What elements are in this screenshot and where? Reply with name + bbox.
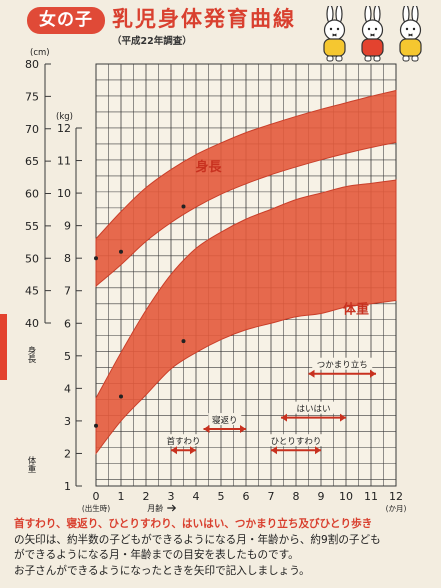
x-tick-label: 3 xyxy=(168,490,175,503)
x-zero-note: (出生時) xyxy=(82,503,110,513)
weight-tick-label: 3 xyxy=(64,415,71,428)
height-axis-label: 身長 xyxy=(26,345,36,364)
height-tick-label: 80 xyxy=(25,58,39,71)
series-label-weight: 体重 xyxy=(343,302,369,318)
milestone-label: はいはい xyxy=(296,405,330,415)
weight-tick-label: 4 xyxy=(64,382,71,395)
caption-highlight: 首すわり、寝返り、ひとりすわり、はいはい、つかまり立ち及びひとり歩き xyxy=(14,518,373,530)
milestone-arrowhead-left-icon xyxy=(281,413,287,422)
x-tick-label: 2 xyxy=(143,490,150,503)
caption-line-2: の矢印は、約半数の子どもができるようになる月・年齢から、約9割の子ども xyxy=(14,533,381,546)
milestone-arrowhead-right-icon xyxy=(340,413,346,422)
growth-chart: 807570656055504540(cm)身長121110987654321(… xyxy=(25,48,406,513)
weight-tick-label: 11 xyxy=(57,155,71,168)
page-title: 乳児身体発育曲線 xyxy=(112,7,296,31)
x-tick-label: 4 xyxy=(193,490,200,503)
milestone-arrowhead-right-icon xyxy=(190,446,196,455)
x-tick-label: 6 xyxy=(243,490,250,503)
height-unit-label: (cm) xyxy=(30,48,50,58)
series-label-height: 身長 xyxy=(195,159,222,175)
caption: 首すわり、寝返り、ひとりすわり、はいはい、つかまり立ち及びひとり歩き の矢印は、… xyxy=(14,517,434,579)
recorded-points xyxy=(94,204,186,428)
weight-tick-label: 2 xyxy=(64,447,71,460)
milestone-label-bg xyxy=(266,434,326,447)
height-point xyxy=(181,204,186,209)
x-tick-label: 10 xyxy=(339,490,353,503)
height-tick-label: 65 xyxy=(25,155,39,168)
milestone-label-bg xyxy=(162,434,205,447)
height-tick-label: 75 xyxy=(25,90,39,103)
milestone-label: つかまり立ち xyxy=(317,360,368,371)
x-axis-arrow-icon xyxy=(167,504,177,512)
height-tick-label: 60 xyxy=(25,188,39,201)
x-tick-label: 8 xyxy=(293,490,300,503)
milestone-はいはい: はいはい xyxy=(281,401,346,422)
milestone-arrowhead-right-icon xyxy=(240,425,246,434)
height-point xyxy=(119,249,123,254)
x-unit-label: (か月) xyxy=(386,504,407,513)
x-tick-label: 5 xyxy=(218,490,225,503)
x-tick-label: 12 xyxy=(389,490,403,503)
bunny-right-icon xyxy=(399,6,422,62)
height-tick-label: 50 xyxy=(25,252,39,265)
weight-tick-label: 6 xyxy=(64,317,71,330)
milestone-arrowhead-left-icon xyxy=(171,446,177,455)
weight-tick-label: 12 xyxy=(57,122,71,135)
milestone-首すわり: 首すわり xyxy=(162,434,205,455)
height-point xyxy=(94,256,98,261)
height-tick-label: 70 xyxy=(25,123,39,136)
survey-subtitle: （平成22年調査） xyxy=(112,36,192,47)
milestone-寝返り: 寝返り xyxy=(203,413,246,434)
bunny-left-icon xyxy=(323,6,346,62)
band-height xyxy=(95,89,397,288)
caption-line-3: ができるようになる月・年齢までの目安を表したものです。 xyxy=(14,549,299,561)
bands xyxy=(95,89,397,455)
milestone-arrowhead-left-icon xyxy=(308,369,315,378)
weight-point xyxy=(119,394,123,399)
milestone-arrowhead-right-icon xyxy=(315,446,321,455)
axes: 807570656055504540(cm)身長121110987654321(… xyxy=(25,48,406,513)
x-tick-label: 1 xyxy=(118,490,125,503)
weight-tick-label: 7 xyxy=(64,285,71,298)
milestone-label: 寝返り xyxy=(212,415,238,426)
weight-tick-label: 1 xyxy=(64,480,71,493)
x-tick-label: 11 xyxy=(364,490,378,503)
weight-tick-label: 8 xyxy=(64,252,71,265)
girl-badge: 女の子 xyxy=(27,7,105,34)
weight-point xyxy=(181,339,186,344)
height-tick-label: 45 xyxy=(25,285,39,298)
side-tab xyxy=(0,314,7,380)
x-tick-label: 0 xyxy=(93,490,100,503)
milestone-label-bg xyxy=(312,357,373,370)
weight-tick-label: 5 xyxy=(64,350,71,363)
x-tick-label: 7 xyxy=(268,490,275,503)
milestone-つかまり立ち: つかまり立ち xyxy=(308,357,376,378)
band-weight xyxy=(95,179,397,455)
bunny-illustration-icon xyxy=(323,6,422,62)
bunny-middle-icon xyxy=(361,6,384,62)
x-tick-label: 9 xyxy=(318,490,325,503)
milestone-label: ひとりすわり xyxy=(271,437,322,447)
height-tick-label: 55 xyxy=(25,220,39,233)
milestone-ひとりすわり: ひとりすわり xyxy=(266,434,326,455)
milestone-label-bg xyxy=(208,413,242,426)
weight-point xyxy=(94,423,98,428)
milestone-arrowhead-left-icon xyxy=(203,425,210,434)
caption-line-4: お子さんができるようになったときを矢印で記入しましょう。 xyxy=(14,564,310,577)
weight-axis-label: 体重 xyxy=(26,455,36,473)
milestone-label-bg xyxy=(292,401,335,414)
weight-unit-label: (kg) xyxy=(56,112,73,122)
weight-tick-label: 9 xyxy=(64,220,71,233)
x-axis-label: 月齢 xyxy=(147,503,163,513)
milestone-arrowhead-left-icon xyxy=(271,446,277,455)
height-tick-label: 40 xyxy=(25,317,39,330)
milestone-arrowhead-right-icon xyxy=(370,369,376,378)
milestone-label: 首すわり xyxy=(166,436,200,447)
weight-tick-label: 10 xyxy=(57,187,71,200)
